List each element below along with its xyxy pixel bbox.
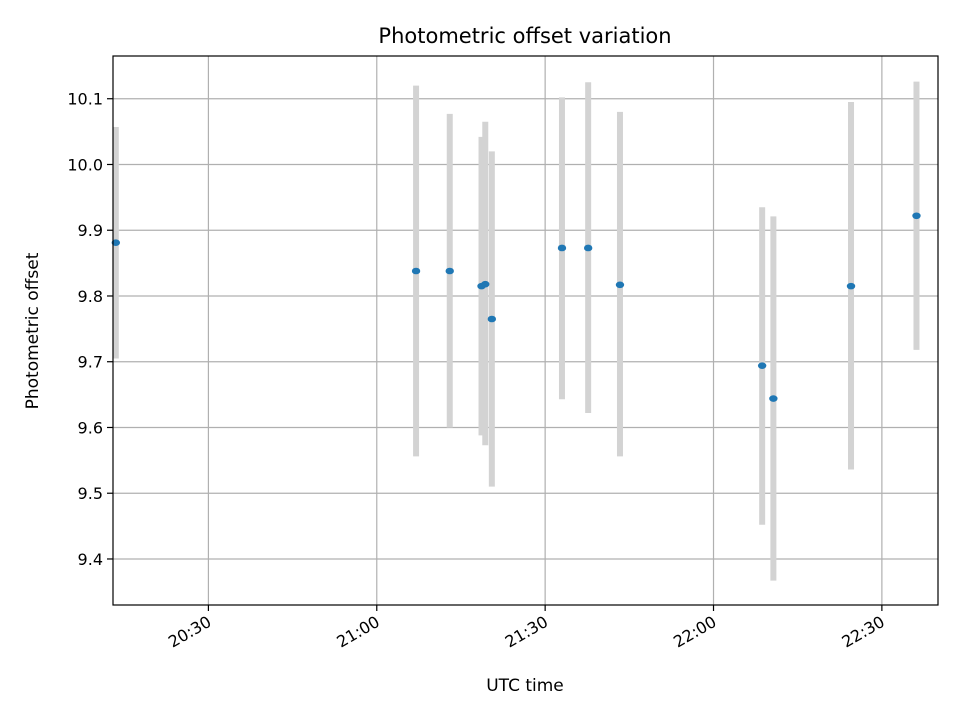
data-point [411, 267, 421, 275]
y-tick-label: 9.6 [78, 418, 103, 437]
data-point [445, 267, 454, 275]
y-tick-label: 10.0 [67, 155, 103, 174]
data-points [111, 212, 921, 402]
data-point [846, 282, 856, 290]
data-point [111, 239, 121, 247]
y-tick-label: 9.4 [78, 550, 103, 569]
data-point [583, 244, 593, 252]
data-point [487, 315, 497, 323]
data-point [912, 212, 921, 220]
y-tick-label: 10.1 [67, 90, 103, 109]
y-axis-ticks: 9.4 9.5 9.6 9.7 9.8 9.9 10.0 10.1 [67, 90, 113, 569]
x-axis-label: UTC time [486, 676, 564, 696]
plot-frame [112, 55, 939, 606]
y-tick-label: 9.9 [78, 221, 103, 240]
grid-lines [113, 56, 938, 605]
y-tick-label: 9.7 [78, 353, 103, 372]
y-axis-label: Photometric offset [23, 252, 43, 409]
chart-title: Photometric offset variation [378, 24, 671, 48]
data-point [481, 280, 490, 288]
data-point [769, 395, 778, 402]
data-point [615, 281, 625, 289]
y-tick-label: 9.5 [78, 484, 103, 503]
data-point [757, 362, 767, 369]
y-tick-label: 9.8 [78, 287, 103, 306]
data-point [557, 244, 567, 252]
